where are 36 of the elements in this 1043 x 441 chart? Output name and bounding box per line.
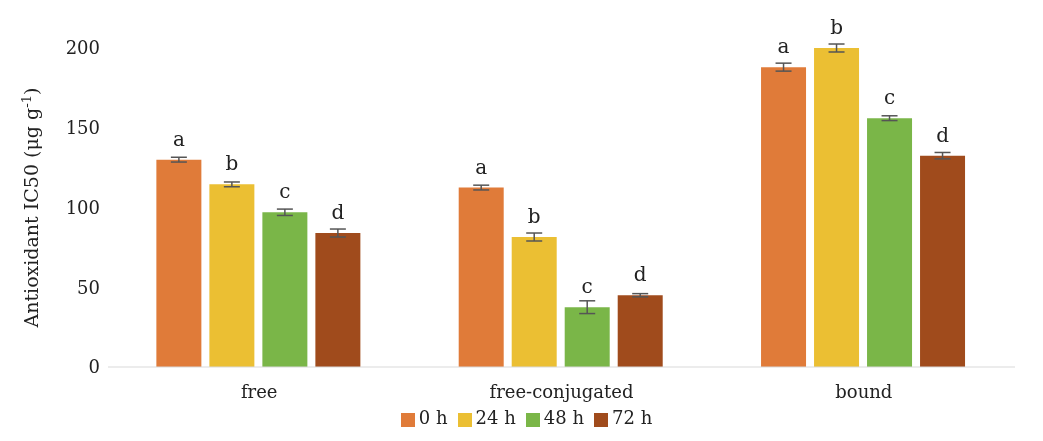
data-label: d (633, 262, 647, 287)
legend-label: 0 h (418, 407, 448, 428)
data-label: b (527, 204, 541, 229)
bar (617, 295, 663, 367)
data-label: d (331, 200, 345, 225)
data-label: a (777, 34, 790, 59)
y-tick-label: 50 (77, 276, 100, 298)
data-label: c (581, 274, 593, 299)
bar (564, 307, 610, 367)
y-tick-label: 0 (88, 356, 100, 378)
x-tick-label: free-conjugated (489, 380, 634, 402)
bar (315, 233, 361, 367)
bar (156, 159, 202, 367)
data-label: b (830, 15, 843, 39)
data-label: d (936, 122, 950, 147)
y-tick-label: 100 (65, 196, 100, 218)
data-label: a (475, 154, 488, 179)
bar (920, 155, 966, 367)
bar (511, 237, 557, 367)
data-label: b (225, 151, 239, 176)
legend-label: 48 h (543, 407, 584, 428)
bar (458, 187, 504, 367)
x-tick-label: free (240, 380, 278, 402)
legend-label: 72 h (612, 407, 653, 428)
bar (814, 48, 860, 367)
y-tick-label: 150 (65, 117, 100, 139)
data-label: c (279, 179, 291, 204)
bar (262, 212, 308, 367)
bar (761, 67, 807, 367)
legend-label: 24 h (475, 407, 516, 428)
x-tick-label: bound (835, 380, 893, 402)
data-label: a (172, 126, 185, 151)
bar (209, 184, 255, 367)
data-label: c (883, 85, 896, 110)
y-tick-label: 200 (65, 37, 100, 59)
bar (867, 118, 913, 367)
